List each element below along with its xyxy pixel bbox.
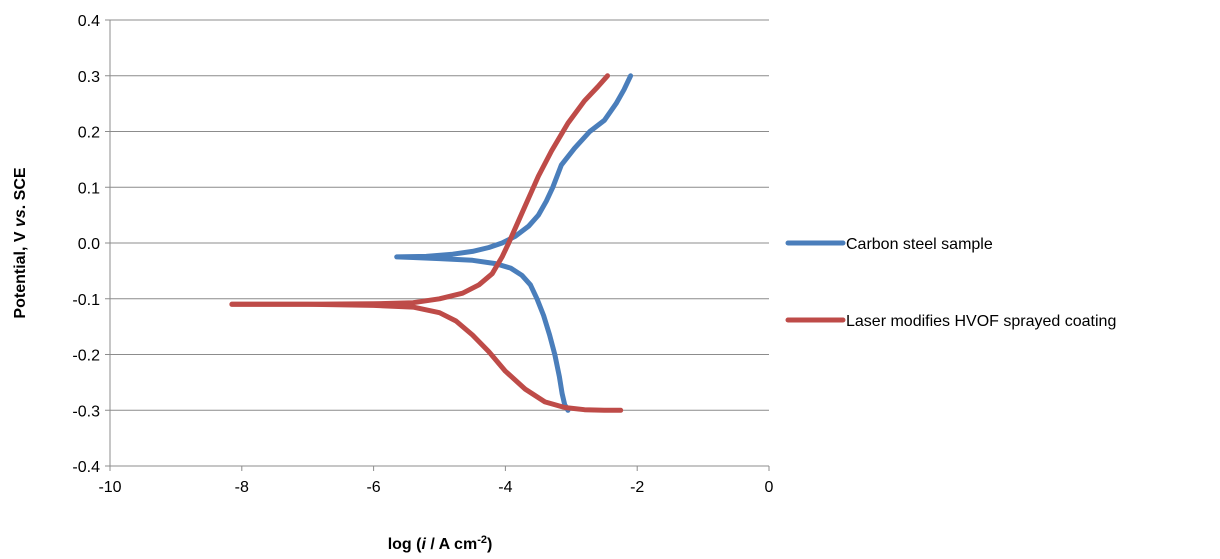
y-tick-label: 0.3 — [78, 69, 100, 86]
series-line-1-branch-0 — [229, 73, 610, 307]
legend-label-carbon-steel: Carbon steel sample — [846, 236, 993, 253]
y-tick-label: 0.1 — [78, 180, 100, 197]
legend: Carbon steel sample Laser modifies HVOF … — [785, 236, 1116, 330]
x-tick-label: -6 — [366, 479, 380, 496]
y-tick-label: -0.1 — [72, 292, 100, 309]
x-tick-labels: -10 -8 -6 -4 -2 0 — [98, 479, 773, 496]
y-tick-labels: -0.4 -0.3 -0.2 -0.1 0.0 0.1 0.2 0.3 0.4 — [72, 13, 100, 476]
y-tick-label: 0.4 — [78, 13, 100, 30]
y-tick-label: 0.2 — [78, 125, 100, 142]
legend-label-laser-coating: Laser modifies HVOF sprayed coating — [846, 313, 1116, 330]
y-tick-label: -0.4 — [72, 459, 100, 476]
y-axis-title: Potential, V vs. SCE — [12, 167, 29, 318]
series-line-1-branch-1 — [229, 301, 624, 413]
y-tick-label: -0.3 — [72, 403, 100, 420]
legend-item-laser-coating: Laser modifies HVOF sprayed coating — [785, 313, 1116, 330]
axes — [105, 19, 770, 471]
x-tick-label: 0 — [765, 479, 774, 496]
x-tick-label: -2 — [630, 479, 644, 496]
y-tick-label: -0.2 — [72, 348, 100, 365]
grid-lines — [110, 19, 769, 467]
x-tick-label: -10 — [98, 479, 121, 496]
y-tick-label: 0.0 — [78, 236, 100, 253]
series-lines — [229, 73, 634, 413]
legend-item-carbon-steel: Carbon steel sample — [785, 236, 993, 253]
series-line-0 — [394, 73, 634, 413]
x-tick-label: -4 — [498, 479, 512, 496]
x-tick-label: -8 — [235, 479, 249, 496]
x-axis-title: log (i / A cm-2) — [388, 534, 493, 553]
